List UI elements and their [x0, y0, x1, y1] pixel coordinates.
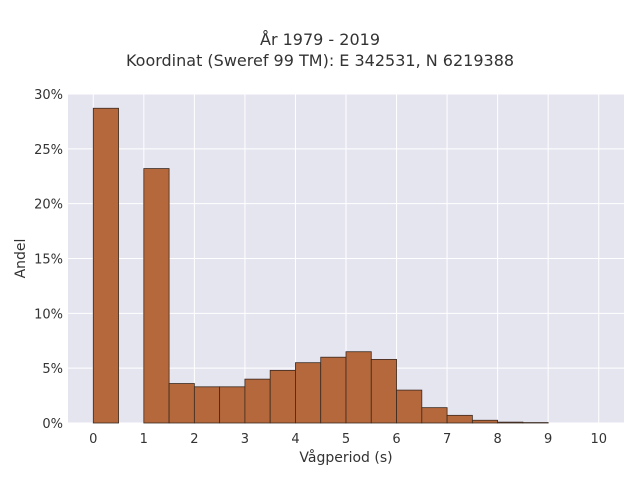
- x-tick-label: 8: [493, 432, 501, 447]
- y-axis-label: Andel: [13, 239, 29, 279]
- y-tick-label: 20%: [34, 198, 63, 213]
- histogram-bar: [320, 356, 347, 424]
- histogram-bar: [193, 386, 221, 424]
- histogram-bar: [244, 378, 271, 424]
- histogram-bar: [219, 386, 246, 424]
- histogram-bar: [345, 351, 372, 424]
- tick-layer: 0% 5% 10% 15% 20% 25% 30% 0 1 2 3 4 5 6 7 8 9 10: [34, 88, 607, 447]
- x-tick-label: 5: [342, 432, 350, 447]
- y-tick-label: 25%: [34, 143, 63, 158]
- histogram-bar: [168, 383, 195, 424]
- histogram-bar: [497, 421, 524, 424]
- x-tick-label: 4: [291, 432, 299, 447]
- chart-subtitle: Koordinat (Sweref 99 TM): E 342531, N 62…: [125, 51, 515, 70]
- x-tick-label: 9: [544, 432, 552, 447]
- chart-title: År 1979 - 2019: [260, 30, 380, 49]
- x-tick-label: 7: [443, 432, 451, 447]
- x-tick-label: 0: [89, 432, 97, 447]
- histogram-bar: [143, 168, 170, 424]
- y-tick-label: 30%: [34, 88, 63, 103]
- y-tick-label: 10%: [34, 307, 63, 322]
- histogram-bar: [295, 362, 322, 424]
- histogram-bar: [370, 358, 397, 424]
- histogram-bar: [92, 107, 119, 424]
- histogram-bar: [421, 407, 448, 424]
- histogram-bar: [471, 419, 499, 424]
- y-tick-label: 0%: [42, 417, 63, 432]
- x-tick-label: 10: [590, 432, 607, 447]
- x-tick-label: 3: [241, 432, 249, 447]
- y-tick-label: 15%: [34, 253, 63, 268]
- histogram-bar: [446, 414, 473, 424]
- x-tick-label: 1: [140, 432, 148, 447]
- bar-layer: [92, 107, 549, 424]
- y-tick-label: 5%: [42, 362, 63, 377]
- x-tick-label: 6: [392, 432, 400, 447]
- histogram-bar: [396, 389, 423, 424]
- histogram-bar: [269, 369, 296, 424]
- x-axis-label: Vågperiod (s): [299, 449, 392, 466]
- x-tick-label: 2: [190, 432, 198, 447]
